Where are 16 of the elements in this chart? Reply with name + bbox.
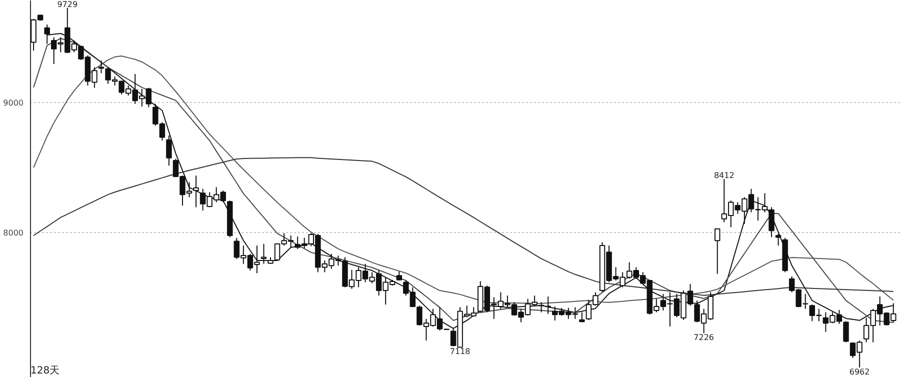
- candlestick: [579, 312, 585, 323]
- annotation: 7226: [694, 333, 714, 342]
- candlestick: [98, 60, 104, 74]
- candlestick: [775, 233, 782, 246]
- candlestick: [260, 243, 267, 264]
- candlestick: [714, 228, 720, 274]
- candlestick: [193, 175, 199, 208]
- candlestick: [843, 320, 849, 343]
- annotation: 9729: [57, 0, 78, 9]
- annotation: 6962: [849, 367, 870, 376]
- annotation: 128天: [30, 366, 60, 376]
- candlestick: [166, 135, 172, 166]
- y-tick-label: 9000: [3, 98, 24, 108]
- annotation: 7118: [450, 347, 470, 356]
- y-tick-label: 8000: [3, 228, 24, 238]
- annotation: 8412: [714, 170, 734, 180]
